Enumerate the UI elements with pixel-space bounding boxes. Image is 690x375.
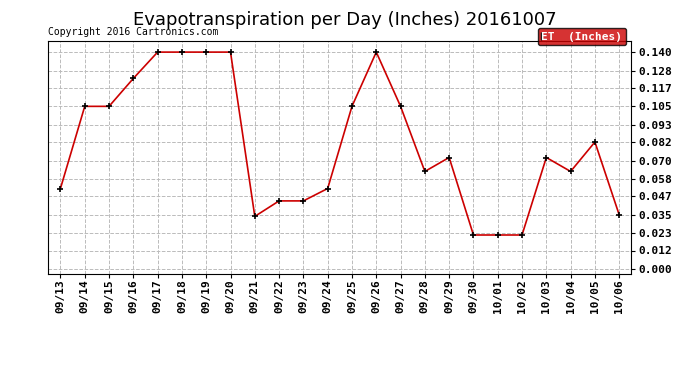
Text: Copyright 2016 Cartronics.com: Copyright 2016 Cartronics.com bbox=[48, 27, 219, 37]
Text: Evapotranspiration per Day (Inches) 20161007: Evapotranspiration per Day (Inches) 2016… bbox=[133, 11, 557, 29]
Legend: ET  (Inches): ET (Inches) bbox=[538, 28, 626, 45]
